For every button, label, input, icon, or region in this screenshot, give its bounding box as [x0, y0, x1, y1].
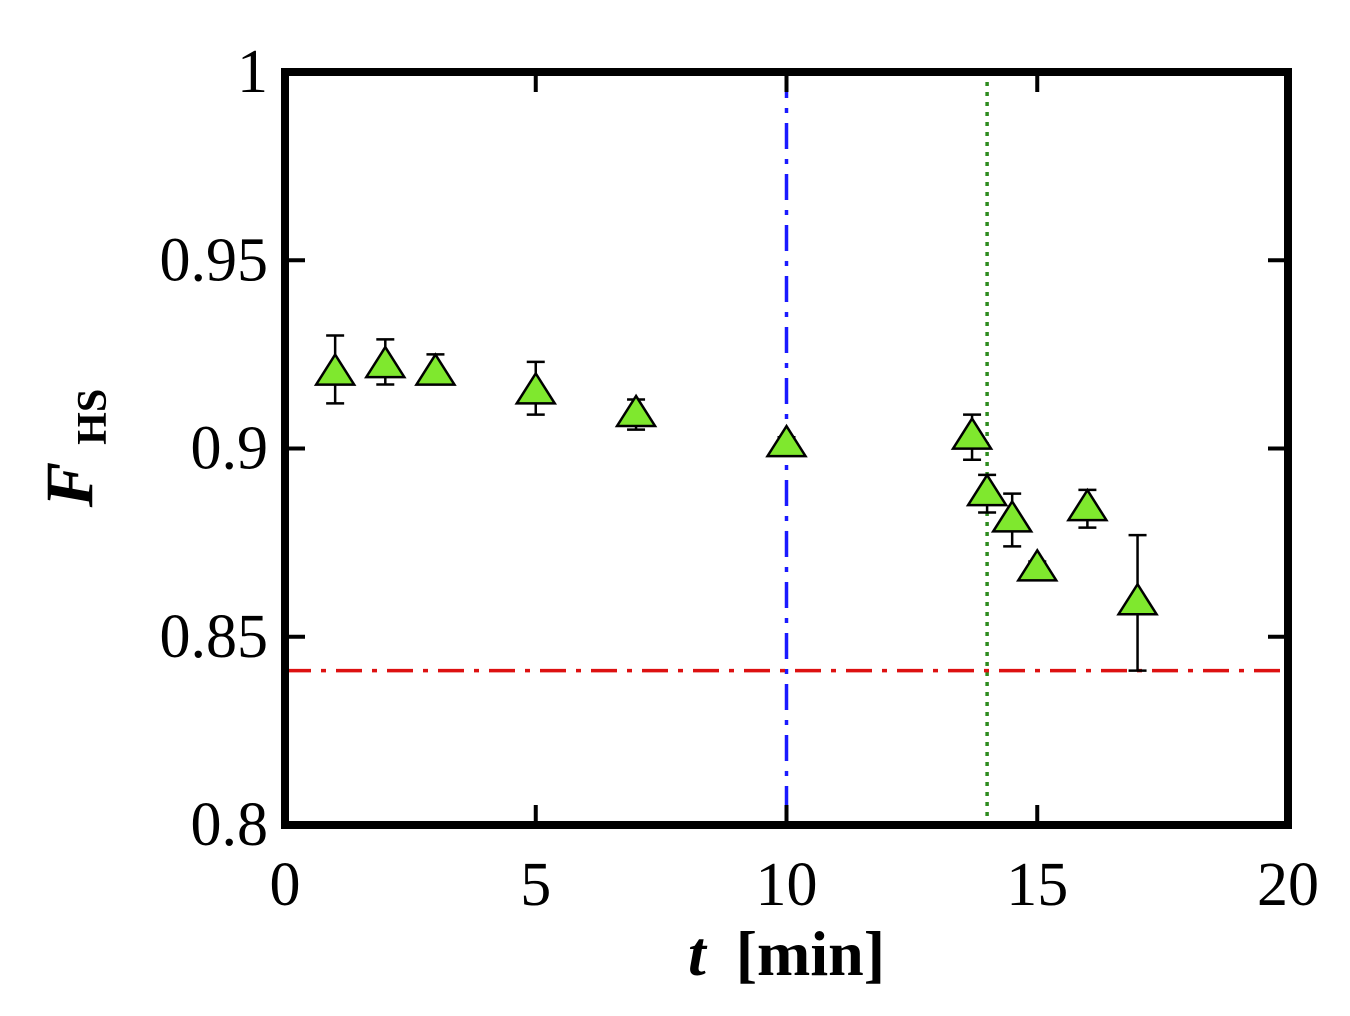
triangle-marker [990, 499, 1034, 533]
y-axis-symbol: F [31, 462, 107, 508]
x-tick-labels: 0 5 10 15 20 [270, 851, 1320, 919]
y-axis-label: F HS [31, 389, 116, 508]
data-point [614, 393, 658, 431]
data-point [1015, 548, 1059, 582]
plot-frame [281, 68, 1292, 829]
y-axis-subscript: HS [70, 389, 116, 445]
data-point [1116, 533, 1159, 672]
x-tick-label: 10 [756, 851, 818, 919]
data-point [990, 492, 1034, 548]
x-axis-label: t [min] [688, 918, 885, 989]
data-point [414, 352, 457, 386]
triangle-marker [950, 416, 994, 450]
x-tick-label: 15 [1006, 851, 1068, 919]
x-tick-label: 20 [1257, 851, 1319, 919]
data-point [313, 334, 357, 405]
y-tick-label: 0.8 [191, 791, 269, 859]
data-point [1066, 487, 1109, 529]
triangle-marker [614, 393, 658, 428]
x-tick-label: 0 [270, 851, 301, 919]
y-tick-label: 0.85 [160, 603, 269, 671]
triangle-marker [1116, 581, 1159, 616]
data-point [965, 472, 1009, 514]
y-tick-label: 0.95 [160, 226, 269, 294]
triangle-marker [965, 472, 1009, 507]
data-point [765, 423, 808, 458]
data-point [514, 360, 558, 416]
triangle-marker [313, 352, 357, 386]
data-point [950, 413, 994, 462]
triangle-marker [414, 352, 457, 386]
y-tick-labels: 0.8 0.85 0.9 0.95 1 [160, 38, 269, 859]
triangle-marker [364, 344, 407, 379]
triangle-marker [765, 423, 808, 458]
x-axis-symbol: t [688, 918, 708, 989]
y-tick-label: 1 [237, 38, 268, 106]
y-tick-label: 0.9 [191, 415, 269, 483]
triangle-marker [1066, 487, 1109, 522]
data-point [364, 338, 407, 386]
x-axis-unit: [min] [736, 918, 885, 989]
triangle-marker [1015, 548, 1059, 582]
x-tick-label: 5 [520, 851, 551, 919]
triangle-marker [514, 371, 558, 405]
data-points [313, 334, 1159, 672]
